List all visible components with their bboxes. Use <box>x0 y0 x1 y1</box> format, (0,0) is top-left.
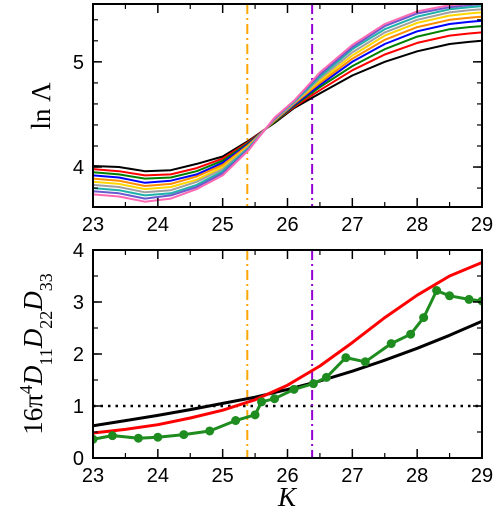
bottom-series-2-point <box>477 296 482 306</box>
bottom-ytick-label-0: 0 <box>73 448 84 470</box>
bottom-series-2-point <box>133 433 143 443</box>
bottom-series-2-point <box>341 353 351 363</box>
bottom-xtick-label-26: 26 <box>276 465 298 487</box>
bottom-series-2-point <box>231 416 241 426</box>
bottom-series-2-point <box>93 434 98 444</box>
bottom-xtick-label-25: 25 <box>212 465 234 487</box>
top-series-line-8 <box>93 4 482 200</box>
top-y-axis-title: ln Λ <box>26 82 56 130</box>
bottom-xtick-label-23: 23 <box>82 465 104 487</box>
bottom-series-2-point <box>360 357 370 367</box>
x-axis-title: K <box>277 482 298 512</box>
top-ytick-label-4: 4 <box>73 157 84 179</box>
bottom-series-2-point <box>406 329 416 339</box>
bottom-series-2-point <box>153 432 163 442</box>
ylabel-superscript: 4 <box>16 385 36 394</box>
bottom-xtick-label-28: 28 <box>406 465 428 487</box>
bottom-y-axis-title: 16π4D11D22D33 <box>16 273 56 434</box>
bottom-ytick-label-2: 2 <box>73 344 84 366</box>
ylabel-sub-33: 33 <box>36 273 56 291</box>
ylabel-d2: D <box>18 328 48 349</box>
top-xtick-label-27: 27 <box>341 214 363 236</box>
top-xtick-label-29: 29 <box>471 214 493 236</box>
ylabel-sub-22: 22 <box>36 311 56 329</box>
bottom-series-2-point <box>289 384 299 394</box>
bottom-series-2-point <box>250 410 260 420</box>
bottom-series-2-point <box>270 394 280 404</box>
top-xtick-label-25: 25 <box>212 214 234 236</box>
top-xtick-label-24: 24 <box>147 214 169 236</box>
bottom-series-line-2 <box>93 289 482 441</box>
top-xtick-label-28: 28 <box>406 214 428 236</box>
bottom-series-2-point <box>432 286 442 296</box>
bottom-series-2-point <box>308 379 318 389</box>
bottom-series-line-0 <box>93 319 482 428</box>
bottom-xtick-label-29: 29 <box>471 465 493 487</box>
bottom-ytick-label-4: 4 <box>73 240 84 262</box>
top-series-line-5 <box>93 11 482 191</box>
bottom-xtick-label-24: 24 <box>147 465 169 487</box>
bottom-series-2-point <box>179 430 189 440</box>
top-ytick-label-5: 5 <box>73 52 84 74</box>
top-series-line-3 <box>93 19 482 184</box>
bottom-series-line-1 <box>93 261 482 435</box>
bottom-series-2-point <box>107 431 117 441</box>
top-panel-ln-lambda: 23 24 25 26 27 28 29 4 5 ln Λ <box>26 3 493 236</box>
bottom-series-2-point <box>386 339 396 349</box>
bottom-series-2-point <box>257 397 267 407</box>
bottom-series-2-point <box>445 291 455 301</box>
ylabel-d3: D <box>18 291 48 312</box>
bottom-xtick-label-27: 27 <box>341 465 363 487</box>
bottom-series-2-point <box>205 426 215 436</box>
bottom-ytick-label-1: 1 <box>73 396 84 418</box>
bottom-ytick-label-3: 3 <box>73 292 84 314</box>
ylabel-d1: D <box>18 365 48 386</box>
bottom-series-2-point <box>321 372 331 382</box>
top-xtick-label-23: 23 <box>82 214 104 236</box>
top-series-line-1 <box>93 31 482 177</box>
top-xtick-label-26: 26 <box>276 214 298 236</box>
ylabel-prefix: 16π <box>18 394 48 435</box>
bottom-series-2-point <box>464 294 474 304</box>
bottom-series-2-point <box>419 313 429 323</box>
ylabel-sub-11: 11 <box>36 348 56 365</box>
top-series-line-6 <box>93 8 482 194</box>
